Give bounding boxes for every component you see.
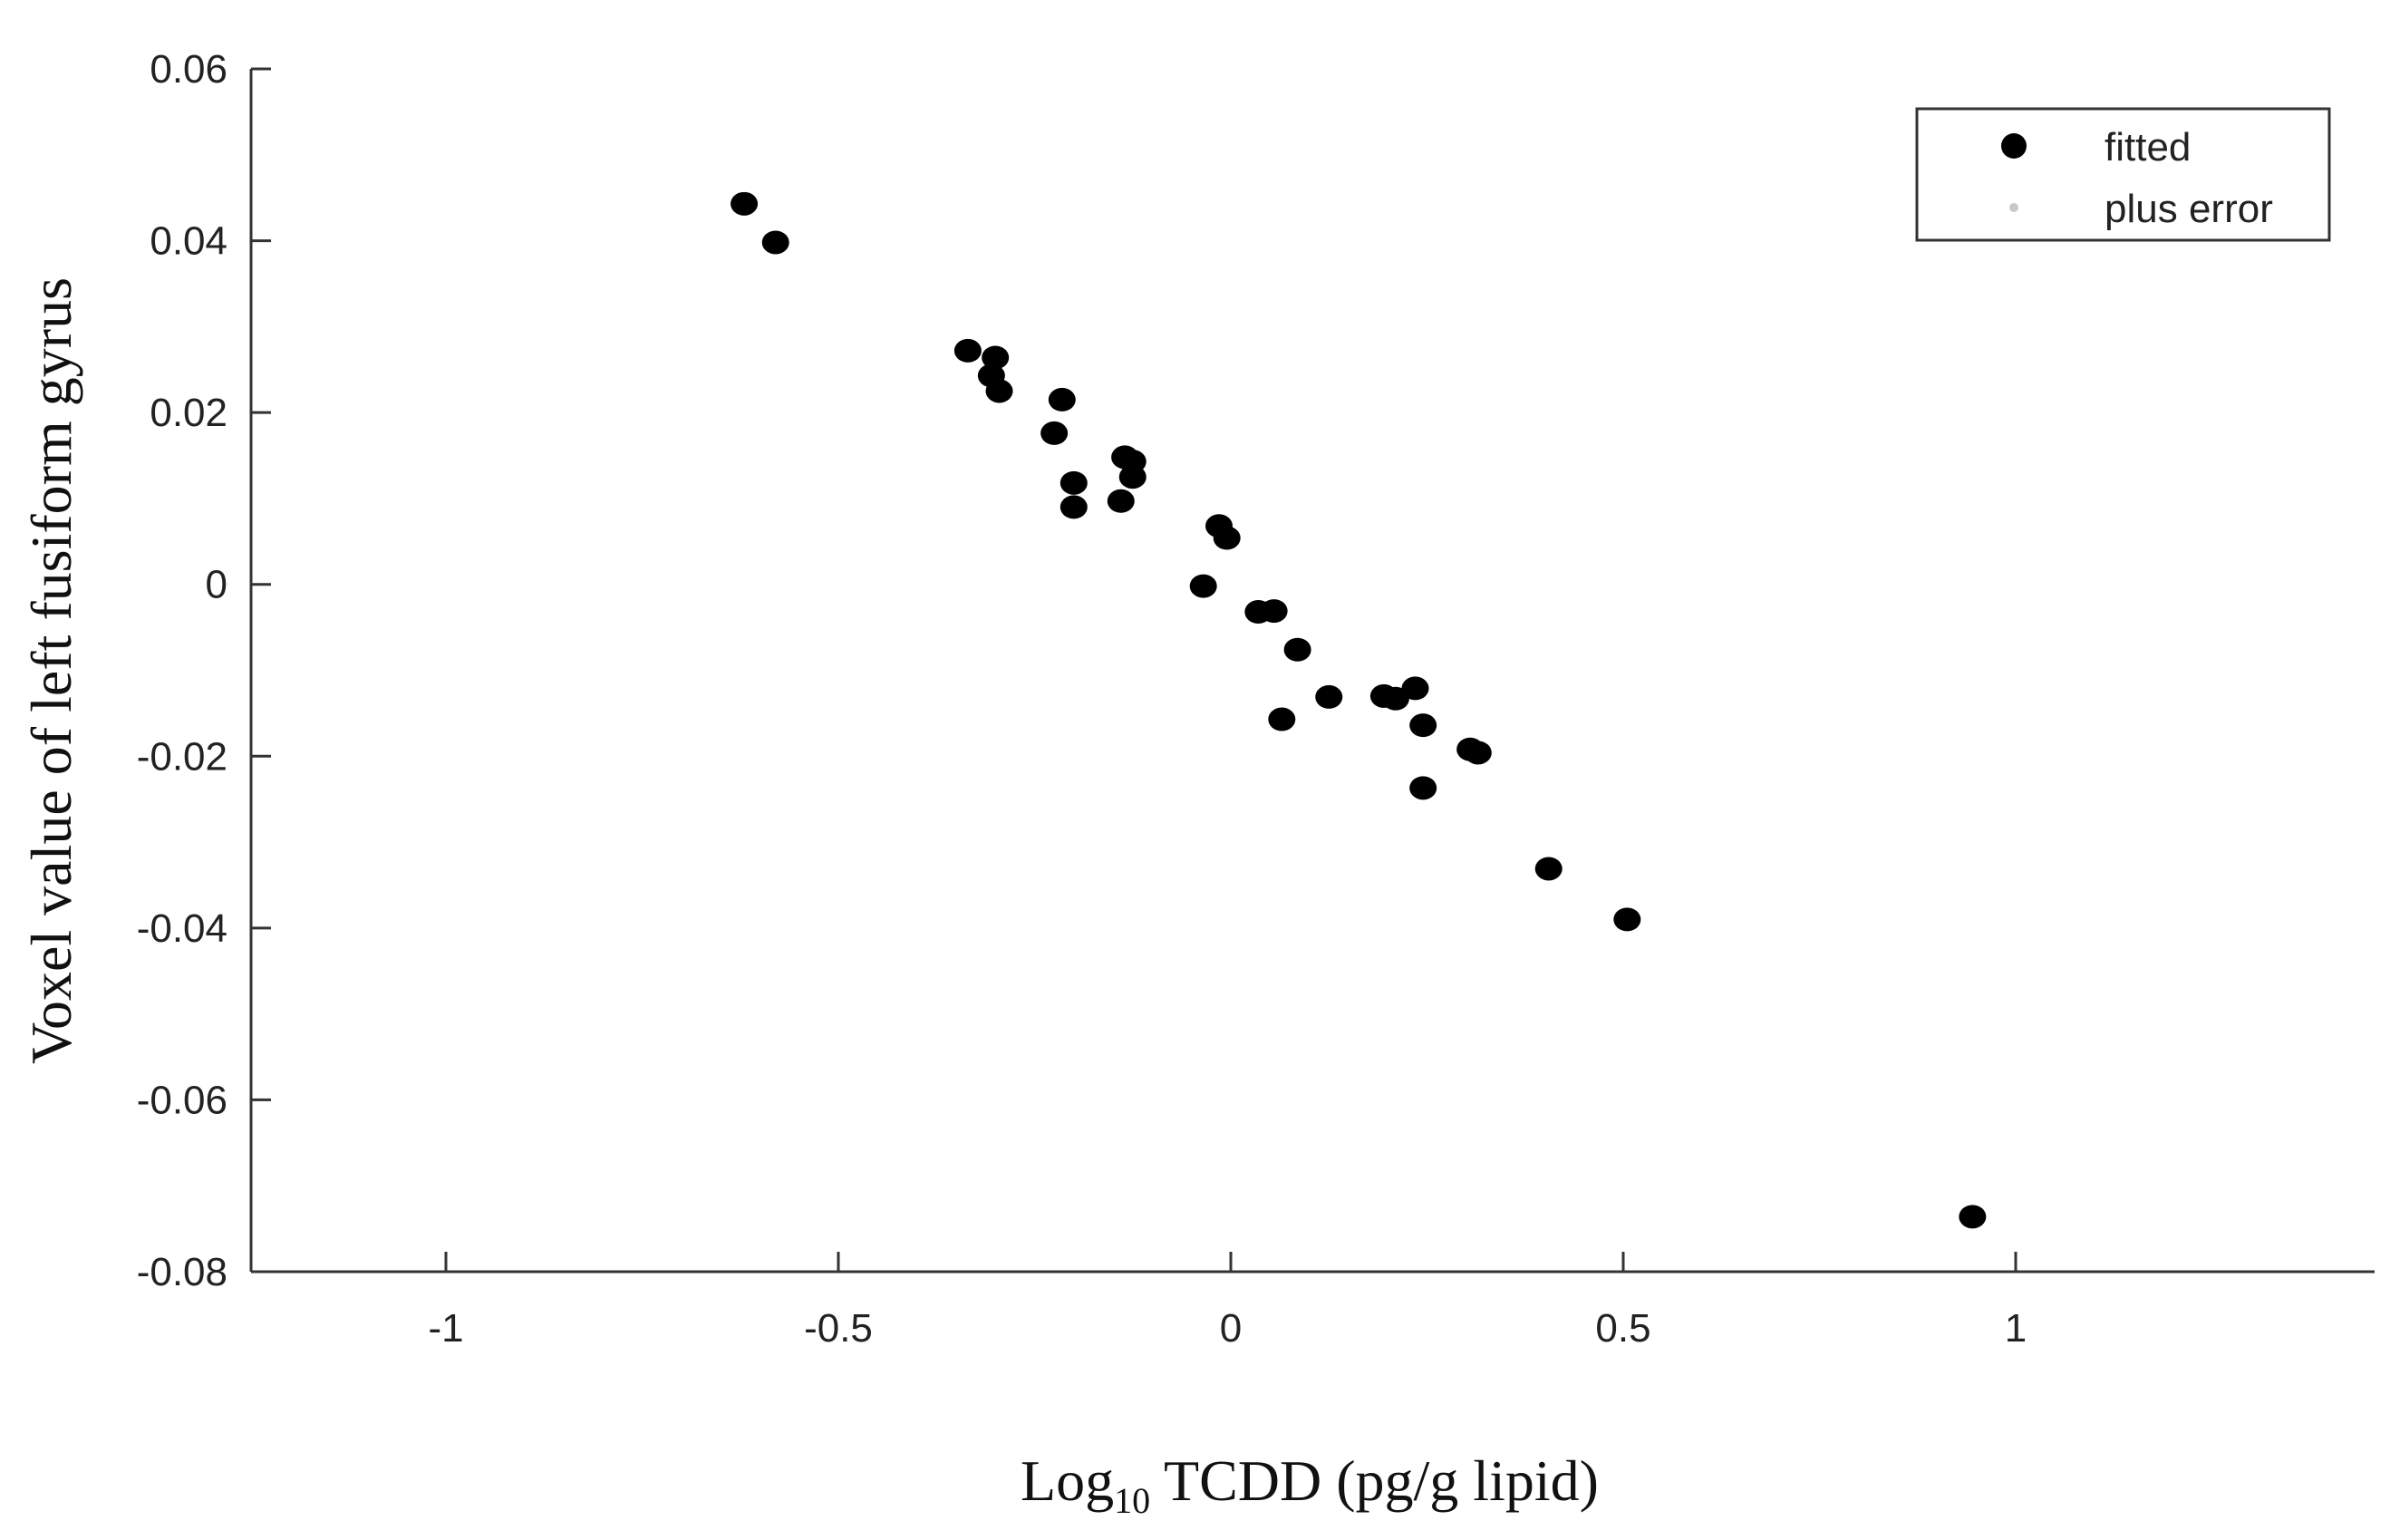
data-point bbox=[761, 230, 789, 255]
y-tick-label: 0.04 bbox=[150, 219, 227, 264]
x-tick-label: 0.5 bbox=[1595, 1306, 1650, 1351]
x-axis-title: Log10 TCDD (pg/g lipid) bbox=[1021, 1448, 1599, 1521]
x-tick-label: -1 bbox=[428, 1306, 463, 1351]
data-points bbox=[731, 191, 1987, 1229]
y-tick-label: -0.04 bbox=[137, 906, 227, 951]
x-axis-title-suffix: TCDD (pg/g lipid) bbox=[1150, 1448, 1599, 1513]
data-point bbox=[1118, 465, 1147, 489]
data-point bbox=[1464, 741, 1492, 765]
x-tick-label: 0 bbox=[1220, 1306, 1242, 1351]
x-tick-label: 1 bbox=[2005, 1306, 2027, 1351]
data-point bbox=[982, 345, 1010, 370]
y-tick-label: 0 bbox=[206, 563, 227, 607]
y-tick-label: 0.06 bbox=[150, 47, 227, 92]
data-point bbox=[1409, 776, 1437, 800]
y-tick-label: -0.08 bbox=[137, 1250, 227, 1294]
data-point bbox=[1048, 387, 1076, 412]
y-tick-label: -0.02 bbox=[137, 734, 227, 779]
y-tick-label: 0.02 bbox=[150, 391, 227, 435]
data-point bbox=[1381, 686, 1409, 711]
data-point bbox=[1189, 574, 1217, 598]
x-axis-ticks: -1 -0.5 0 0.5 1 bbox=[428, 1252, 2027, 1351]
x-tick-label: -0.5 bbox=[804, 1306, 873, 1351]
data-point bbox=[1959, 1205, 1987, 1229]
data-point bbox=[1260, 599, 1288, 624]
data-point bbox=[1315, 684, 1343, 709]
data-point bbox=[1613, 907, 1641, 932]
data-point bbox=[1107, 489, 1135, 513]
data-point bbox=[1283, 637, 1311, 662]
data-point bbox=[1534, 857, 1563, 881]
data-point bbox=[1409, 713, 1437, 738]
data-point bbox=[1060, 495, 1088, 519]
x-axis-title-prefix: Log bbox=[1021, 1448, 1114, 1513]
y-axis-ticks: 0.06 0.04 0.02 0 -0.02 -0.04 -0.06 -0.08 bbox=[137, 47, 271, 1294]
legend-label-plus-error: plus error bbox=[2105, 187, 2273, 231]
legend-label-fitted: fitted bbox=[2105, 125, 2191, 169]
legend: fitted plus error bbox=[1915, 107, 2331, 242]
data-point bbox=[953, 338, 982, 363]
data-point bbox=[1401, 676, 1429, 701]
data-point bbox=[985, 379, 1013, 403]
legend-marker-fitted bbox=[2001, 133, 2027, 159]
y-axis-title: Voxel value of left fusiform gyrus bbox=[19, 277, 83, 1064]
data-point bbox=[1213, 526, 1241, 550]
data-point bbox=[731, 191, 759, 216]
legend-marker-plus-error bbox=[2009, 203, 2018, 212]
legend-box bbox=[1915, 107, 2331, 242]
y-tick-label: -0.06 bbox=[137, 1078, 227, 1122]
data-point bbox=[1268, 707, 1296, 731]
data-point bbox=[1060, 470, 1088, 495]
x-axis-title-subscript: 10 bbox=[1114, 1480, 1150, 1521]
data-point bbox=[1040, 421, 1069, 445]
axes-frame bbox=[249, 69, 2375, 1274]
